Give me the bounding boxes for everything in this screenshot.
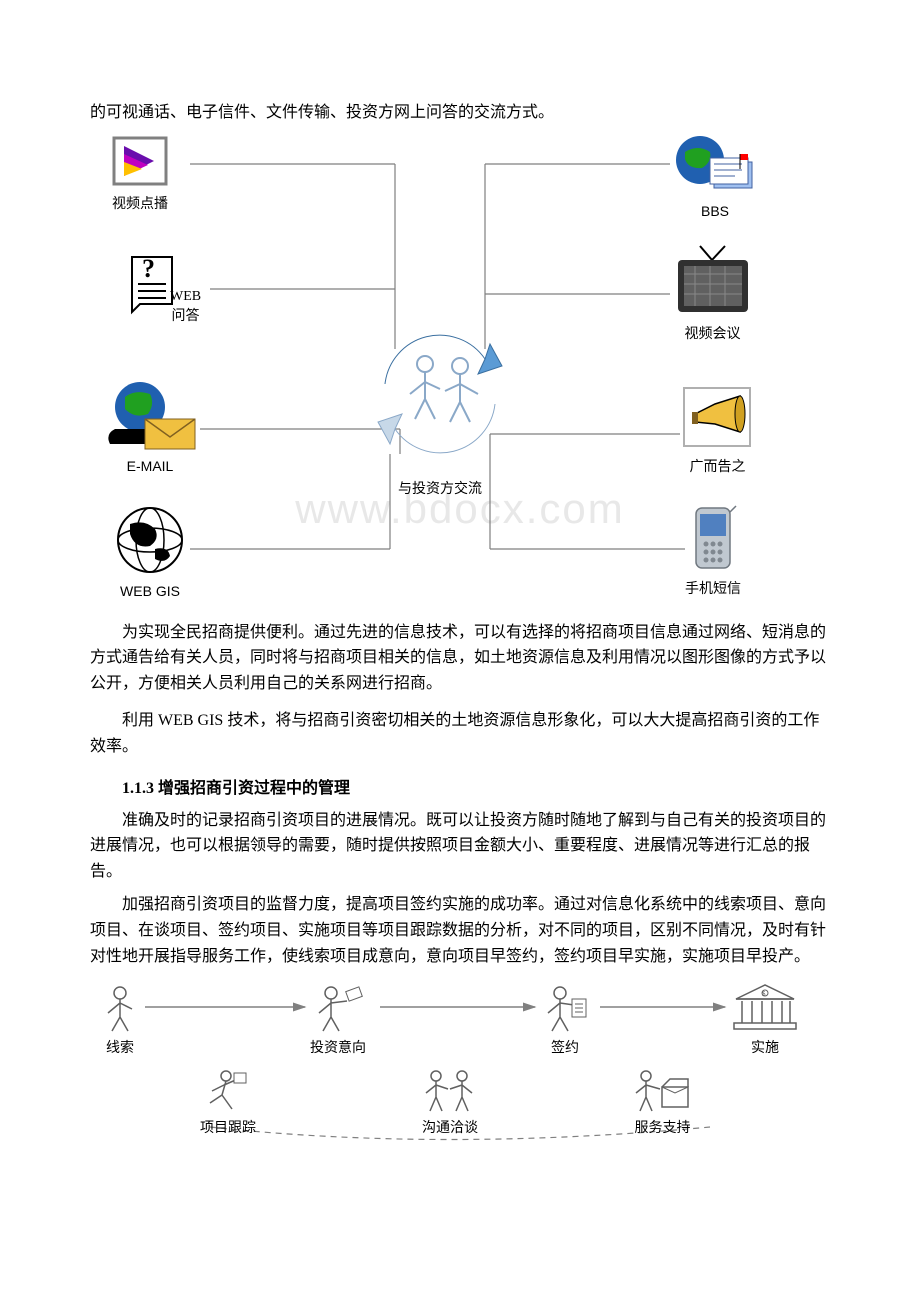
after-paragraph-2: 加强招商引资项目的监督力度，提高项目签约实施的成功率。通过对信息化系统中的线索项… — [90, 892, 830, 969]
node-announce: 广而告之 — [680, 384, 755, 476]
center-label: 与投资方交流 — [398, 478, 482, 498]
exchange-icon — [365, 334, 515, 474]
video-play-icon — [110, 134, 170, 189]
bbs-label: BBS — [701, 203, 729, 219]
video-conf-icon — [670, 244, 755, 319]
person-doc-icon — [540, 985, 590, 1033]
track-label: 项目跟踪 — [200, 1117, 256, 1137]
node-sms: 手机短信 — [685, 504, 741, 598]
talk-label: 沟通洽谈 — [422, 1117, 478, 1137]
node-talk: 沟通洽谈 — [420, 1069, 480, 1137]
node-video-conf: 视频会议 — [670, 244, 755, 343]
impl-label: 实施 — [751, 1037, 779, 1057]
announce-icon — [680, 384, 755, 452]
webgis-label: WEB GIS — [120, 583, 180, 599]
node-track: 项目跟踪 — [200, 1069, 256, 1137]
bbs-icon — [670, 134, 760, 199]
sign-label: 签约 — [551, 1037, 579, 1057]
video-conf-label: 视频会议 — [685, 323, 741, 343]
sms-label: 手机短信 — [685, 578, 741, 598]
video-play-label: 视频点播 — [112, 193, 168, 213]
intro-paragraph: 的可视通话、电子信件、文件传输、投资方网上问答的交流方式。 — [90, 100, 830, 126]
center-hub: 与投资方交流 — [365, 334, 515, 498]
node-impl: $ 实施 — [730, 981, 800, 1057]
section-heading: 1.1.3 增强招商引资过程中的管理 — [90, 774, 830, 798]
announce-label: 广而告之 — [690, 456, 746, 476]
node-sign: 签约 — [540, 985, 590, 1057]
webgis-icon — [110, 504, 190, 579]
web-qa-label: WEB问答 — [170, 289, 201, 325]
sms-icon — [686, 504, 741, 574]
clue-label: 线索 — [106, 1037, 134, 1057]
node-support: 服务支持 — [630, 1069, 695, 1137]
person-icon — [100, 985, 140, 1033]
email-icon — [100, 379, 200, 454]
mid-paragraph-1: 为实现全民招商提供便利。通过先进的信息技术，可以有选择的将招商项目信息通过网络、… — [90, 620, 830, 697]
node-intent: 投资意向 — [310, 985, 366, 1057]
node-email: E-MAIL — [100, 379, 200, 474]
mid-paragraph-2: 利用 WEB GIS 技术，将与招商引资密切相关的土地资源信息形象化，可以大大提… — [90, 708, 830, 759]
node-bbs: BBS — [670, 134, 760, 219]
node-web-qa: ? WEB问答 — [120, 249, 190, 317]
process-diagram: 线索 投资意向 签约 — [90, 977, 830, 1147]
email-label: E-MAIL — [127, 458, 174, 474]
person-note-icon — [311, 985, 366, 1033]
communication-diagram: 与投资方交流 视频点播 — [90, 134, 830, 614]
person-run-icon — [204, 1069, 252, 1113]
intent-label: 投资意向 — [310, 1037, 366, 1057]
node-clue: 线索 — [100, 985, 140, 1057]
support-label: 服务支持 — [635, 1117, 691, 1137]
person-box-icon — [630, 1069, 695, 1113]
two-people-icon — [420, 1069, 480, 1113]
svg-text:?: ? — [142, 254, 155, 283]
svg-text:$: $ — [762, 990, 766, 998]
after-paragraph-1: 准确及时的记录招商引资项目的进展情况。既可以让投资方随时随地了解到与自己有关的投… — [90, 808, 830, 885]
node-video-play: 视频点播 — [110, 134, 170, 213]
node-webgis: WEB GIS — [110, 504, 190, 599]
bank-icon: $ — [730, 981, 800, 1033]
